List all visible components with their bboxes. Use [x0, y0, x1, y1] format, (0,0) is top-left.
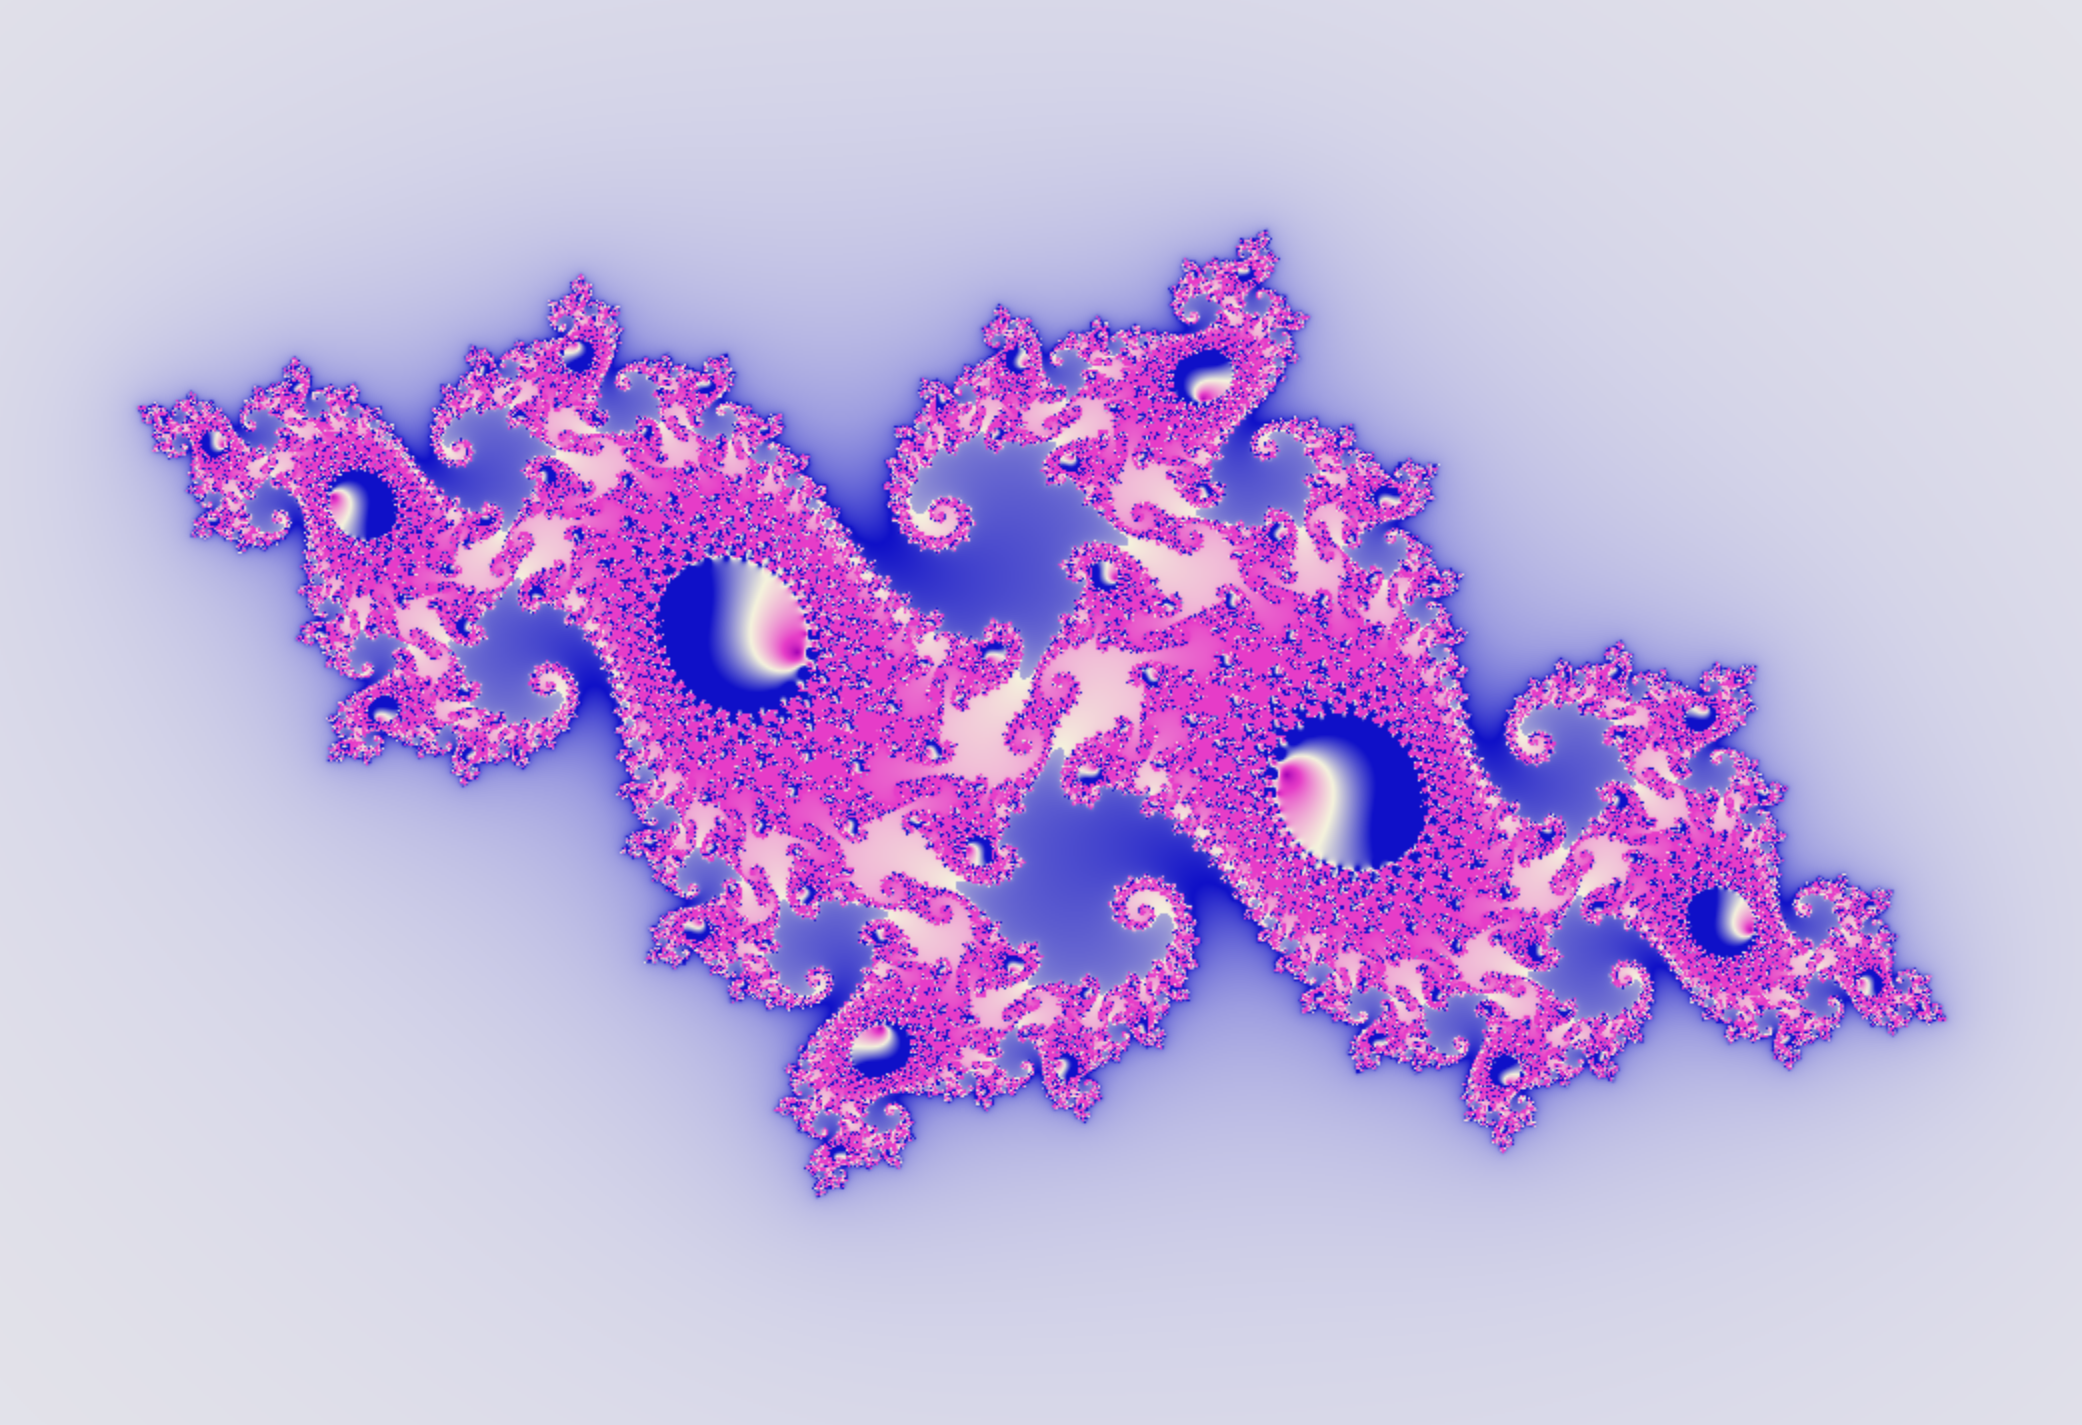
fractal-scene [0, 0, 2082, 1425]
julia-set-fractal-image [0, 0, 2082, 1425]
